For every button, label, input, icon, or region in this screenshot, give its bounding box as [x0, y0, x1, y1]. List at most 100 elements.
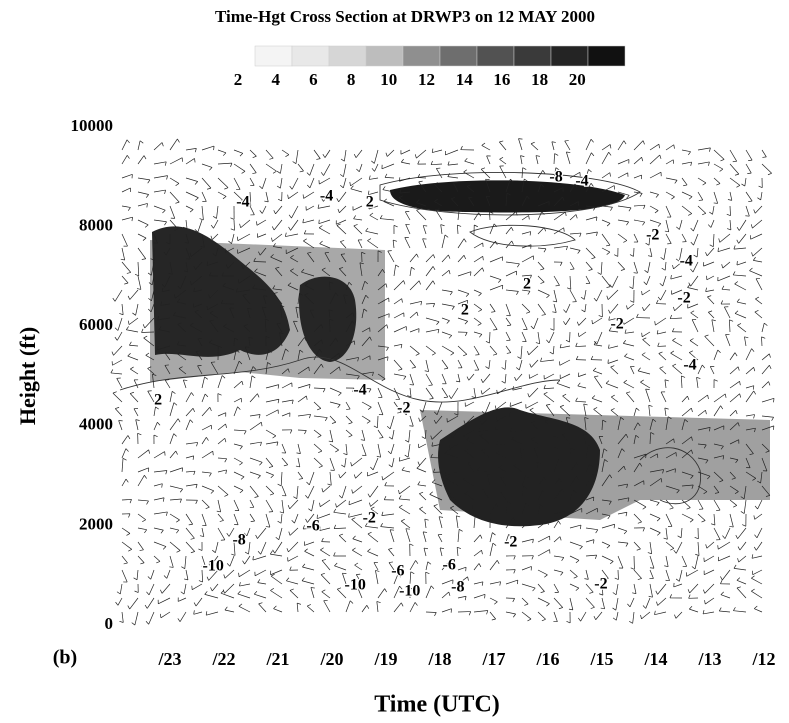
- wind-barb: [623, 466, 626, 471]
- wind-barb: [121, 541, 132, 550]
- wind-barb: [522, 167, 527, 170]
- wind-barb: [377, 324, 387, 333]
- wind-barb: [754, 534, 758, 539]
- wind-barb: [640, 614, 642, 619]
- wind-barb: [240, 476, 245, 480]
- contour-label: -6: [306, 518, 319, 535]
- wind-barb: [173, 315, 187, 319]
- wind-barb: [361, 251, 366, 255]
- wind-barb: [761, 336, 766, 339]
- wind-barb: [489, 543, 494, 557]
- wind-barb: [137, 475, 145, 487]
- wind-barb: [533, 447, 539, 459]
- wind-barb: [729, 457, 739, 461]
- wind-barb: [337, 208, 340, 213]
- wind-barb: [541, 618, 546, 622]
- wind-barb: [633, 407, 637, 417]
- wind-barb: [267, 362, 272, 365]
- wind-barb: [127, 353, 131, 357]
- wind-barb: [244, 346, 251, 361]
- wind-barb: [272, 233, 283, 242]
- wind-barb: [662, 275, 667, 287]
- wind-barb: [215, 541, 219, 553]
- wind-barb: [729, 149, 738, 162]
- wind-barb: [297, 366, 309, 375]
- wind-barb: [432, 303, 435, 308]
- wind-barb: [494, 425, 497, 430]
- wind-barb: [479, 420, 482, 425]
- wind-barb: [400, 520, 411, 529]
- wind-barb: [164, 380, 171, 389]
- wind-barb: [128, 513, 131, 518]
- wind-barb: [636, 548, 641, 551]
- wind-barb: [640, 381, 651, 389]
- wind-barb: [491, 618, 496, 621]
- wind-barb: [302, 525, 305, 530]
- wind-barb: [705, 410, 707, 415]
- wind-barb: [273, 243, 276, 247]
- wind-barb: [555, 167, 560, 171]
- wind-barb: [702, 611, 715, 615]
- wind-barb: [399, 195, 403, 198]
- wind-barb: [281, 399, 294, 403]
- wind-barb: [722, 535, 726, 539]
- wind-barb: [525, 475, 529, 479]
- wind-barb: [458, 529, 463, 532]
- wind-barb: [450, 505, 455, 509]
- wind-barb: [687, 396, 690, 400]
- wind-barb: [689, 519, 694, 523]
- wind-barb: [670, 275, 672, 280]
- wind-barb: [689, 583, 699, 594]
- wind-barb: [566, 621, 571, 624]
- wind-barb: [691, 566, 696, 570]
- wind-barb: [313, 339, 322, 347]
- wind-barb: [252, 172, 257, 174]
- wind-barb: [706, 275, 715, 281]
- wind-barb: [657, 223, 662, 227]
- wind-barb: [521, 538, 534, 543]
- wind-barb: [601, 420, 604, 431]
- wind-barb: [281, 443, 287, 454]
- wind-barb: [553, 167, 557, 179]
- wind-barb: [754, 311, 763, 319]
- wind-barb: [239, 200, 244, 203]
- wind-barb: [299, 170, 304, 173]
- wind-barb: [560, 345, 571, 349]
- wind-barb: [733, 567, 747, 571]
- wind-barb: [695, 553, 700, 556]
- wind-barb: [649, 478, 662, 487]
- wind-barb: [425, 345, 436, 354]
- wind-barb: [447, 161, 450, 166]
- wind-barb: [144, 604, 148, 609]
- wind-barb: [591, 320, 593, 325]
- wind-barb: [761, 415, 774, 418]
- wind-barb: [423, 547, 428, 550]
- wind-barb: [457, 224, 462, 227]
- wind-barb: [319, 177, 331, 185]
- wind-barb: [569, 261, 575, 270]
- wind-barb: [553, 597, 563, 608]
- wind-barb: [664, 379, 669, 382]
- wind-barb: [691, 408, 693, 413]
- wind-barb: [281, 382, 293, 389]
- wind-barb: [195, 351, 203, 361]
- wind-barb: [585, 183, 592, 193]
- y-tick-label: 10000: [71, 116, 114, 135]
- wind-barb: [363, 308, 368, 312]
- wind-barb: [338, 268, 347, 277]
- wind-barb: [473, 593, 486, 599]
- wind-barb: [649, 469, 664, 473]
- wind-barb: [201, 513, 207, 526]
- wind-barb: [672, 340, 683, 347]
- wind-barb: [228, 240, 232, 244]
- wind-barb: [706, 247, 715, 257]
- wind-barb: [691, 436, 693, 441]
- wind-barb: [137, 203, 148, 207]
- wind-barb: [424, 429, 427, 439]
- wind-barb: [628, 207, 632, 212]
- wind-barb: [128, 317, 139, 325]
- wind-barb: [416, 199, 420, 203]
- wind-barb: [145, 621, 149, 625]
- wind-barb: [177, 344, 187, 347]
- wind-barb: [275, 266, 280, 269]
